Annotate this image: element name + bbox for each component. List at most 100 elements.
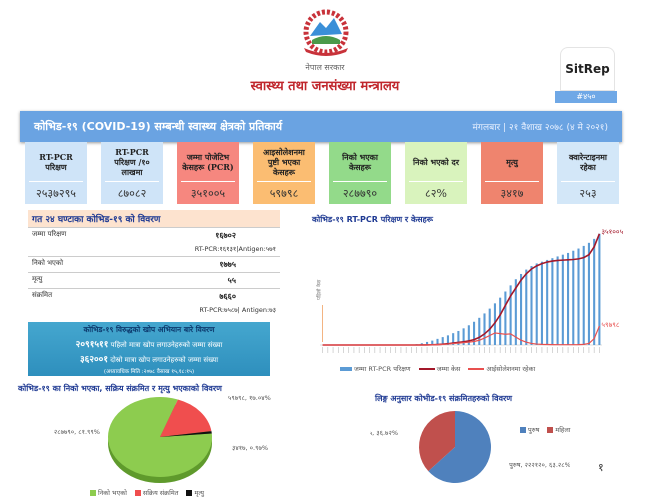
legend-item: सक्रिय संक्रमित — [134, 488, 179, 497]
card-value: ५९७९८ — [269, 187, 299, 200]
legend-item: महिला — [547, 425, 570, 434]
row-label: जम्मा परिक्षण — [32, 230, 67, 238]
card-label: आइसोलेशनमा पुष्टी भएका केसहरू — [257, 142, 311, 182]
test-bar — [567, 252, 570, 345]
row-value: ५५ — [227, 276, 236, 285]
test-bar — [598, 233, 601, 345]
test-bar — [514, 279, 517, 345]
sitrep-number: #४५० — [555, 91, 617, 103]
card-label: निको भएको दर — [409, 142, 463, 182]
legend-label: निको भएको — [98, 489, 127, 497]
card-label: जम्मा पोजेटिभ केसहरू (PCR) — [181, 142, 235, 182]
test-bar — [499, 297, 502, 345]
row-breakdown: RT-PCR:७५८७| Antigen:७३ — [199, 306, 276, 314]
card-label: RT-PCR परिक्षण — [29, 142, 83, 182]
legend-item: पुरुष — [520, 425, 539, 434]
test-bar — [441, 337, 444, 345]
legend-swatch — [186, 490, 193, 496]
summary-card: RT-PCR परिक्षण २५३७२९५ — [25, 142, 87, 204]
title-banner: कोभिड-१९ (COVID-19) सम्बन्धी स्वास्थ्य क… — [20, 111, 622, 142]
first-dose-label: पहिलो मात्रा खोप लगाउनेहरुको जम्मा संख्य… — [110, 341, 223, 349]
last-24-hours-table: गत २४ घण्टाका कोभिड-१९ को विवरण जम्मा पर… — [28, 210, 280, 317]
test-bar — [587, 242, 590, 345]
updated-note: (अध्यावधिक मिति :२०७८ वैसाख १५,१८:१५) — [103, 369, 195, 375]
card-label: निको भएका केसहरू — [333, 142, 387, 182]
summary-card: RT-PCR परिक्षण /१० लाखमा ८७०८२ — [101, 142, 163, 204]
legend-swatch — [520, 427, 526, 433]
test-bar — [493, 303, 496, 345]
legend-item: जम्मा केस — [418, 364, 460, 373]
outcome-pie-legend: निको भएको सक्रिय संक्रमित मृत्यु — [90, 488, 204, 497]
summary-card: मृत्यु ३४१७ — [481, 142, 543, 204]
test-bar — [520, 273, 523, 345]
legend-swatch — [468, 368, 485, 370]
outcome-pie-chart: २८७७९०, ८१.९९% ५९७९८, १७.०४% ३४१७, ०.९७% — [54, 394, 271, 483]
row-value: १७७५ — [219, 260, 236, 269]
page-number: १ — [598, 461, 604, 474]
legend-label: महिला — [555, 426, 571, 434]
test-bar — [473, 321, 476, 345]
card-label: RT-PCR परिक्षण /१० लाखमा — [105, 142, 159, 182]
test-bar — [483, 313, 486, 345]
test-bar — [535, 263, 538, 345]
test-bar — [420, 343, 423, 345]
summary-card: निको भएका केसहरू २८७७९० — [329, 142, 391, 204]
test-bar — [462, 328, 465, 345]
test-bar — [446, 335, 449, 345]
pie-slice — [419, 411, 455, 472]
tests-chart-legend: जम्मा RT-PCR परिक्षण जम्मा केस आईसोलेशनमा … — [340, 364, 535, 373]
banner-title: कोभिड-१९ (COVID-19) सम्बन्धी स्वास्थ्य क… — [34, 120, 283, 133]
legend-swatch — [547, 427, 554, 433]
test-bar — [572, 250, 575, 345]
card-label: मृत्यु — [485, 142, 539, 182]
card-value: ८२% — [425, 187, 447, 200]
tests-cases-chart: पहिलो केस ३५१००५ ५९७९८ — [316, 228, 624, 353]
vaccination-title: कोभिड-१९ विरुद्धको खोप अभियान बारे विवरण — [83, 325, 215, 334]
test-bar — [504, 291, 507, 345]
legend-swatch — [134, 490, 141, 496]
test-bar — [530, 266, 533, 345]
summary-card: आइसोलेशनमा पुष्टी भएका केसहरू ५९७९८ — [253, 142, 315, 204]
table-row: मृत्यु ५५ — [28, 272, 280, 288]
slice-label: पुरुष, २२२१२०, ६३.२८% — [509, 461, 570, 469]
test-bar — [457, 330, 460, 345]
slice-label: ३४१७, ०.९७% — [232, 444, 268, 452]
second-dose-count: ३६२००१ — [79, 355, 109, 365]
legend-label: आईसोलेशनमा रहेका — [486, 365, 536, 373]
gender-pie-legend: पुरुष महिला — [520, 425, 570, 434]
test-bar — [593, 238, 596, 345]
test-bar — [556, 256, 559, 345]
test-bar — [582, 245, 585, 345]
row-label: मृत्यु — [32, 275, 43, 283]
legend-item: जम्मा RT-PCR परिक्षण — [340, 364, 411, 373]
table-row: संक्रमित ७६६० — [28, 288, 280, 304]
tests-chart-title: कोभिड-१९ RT-PCR परिक्षण र केसहरू — [312, 215, 433, 224]
pie-slice — [160, 431, 212, 437]
nepal-emblem-logo — [303, 9, 349, 56]
test-bar — [540, 261, 543, 345]
test-bar — [452, 333, 455, 345]
legend-label: पुरुष — [528, 426, 540, 434]
legend-swatch — [90, 490, 96, 496]
test-bar — [551, 258, 554, 345]
test-bar — [436, 338, 439, 345]
test-bar — [509, 285, 512, 345]
legend-item: मृत्यु — [186, 488, 204, 497]
summary-card: जम्मा पोजेटिभ केसहरू (PCR) ३५१००५ — [177, 142, 239, 204]
row-value: ७६६० — [219, 292, 236, 301]
cases-end-label: ३५१००५ — [601, 228, 623, 236]
row-breakdown: RT-PCR:१६१३१|Antigen:५७१ — [194, 245, 276, 253]
summary-card: क्वारेन्टाइनमा रहेका २५३ — [557, 142, 619, 204]
isolation-end-label: ५९७९८ — [601, 321, 620, 329]
ministry-title: स्वास्थ्य तथा जनसंख्या मन्त्रालय — [250, 79, 400, 94]
table-row: जम्मा परिक्षण १६७०२ — [28, 227, 280, 243]
legend-swatch — [340, 367, 352, 371]
report-date: मंगलबार | २१ वैशाख २०७८ (४ मे २०२१) — [472, 123, 608, 133]
card-value: ३५१००५ — [190, 187, 226, 200]
legend-label: सक्रिय संक्रमित — [142, 489, 179, 497]
row-label: निको भएको — [32, 259, 64, 267]
pie-slice — [160, 399, 212, 437]
test-bar — [525, 269, 528, 345]
outcome-pie-title: कोभिड-१९ का निको भएका, सक्रिय संक्रमित र… — [18, 384, 222, 393]
test-bar — [478, 317, 481, 345]
